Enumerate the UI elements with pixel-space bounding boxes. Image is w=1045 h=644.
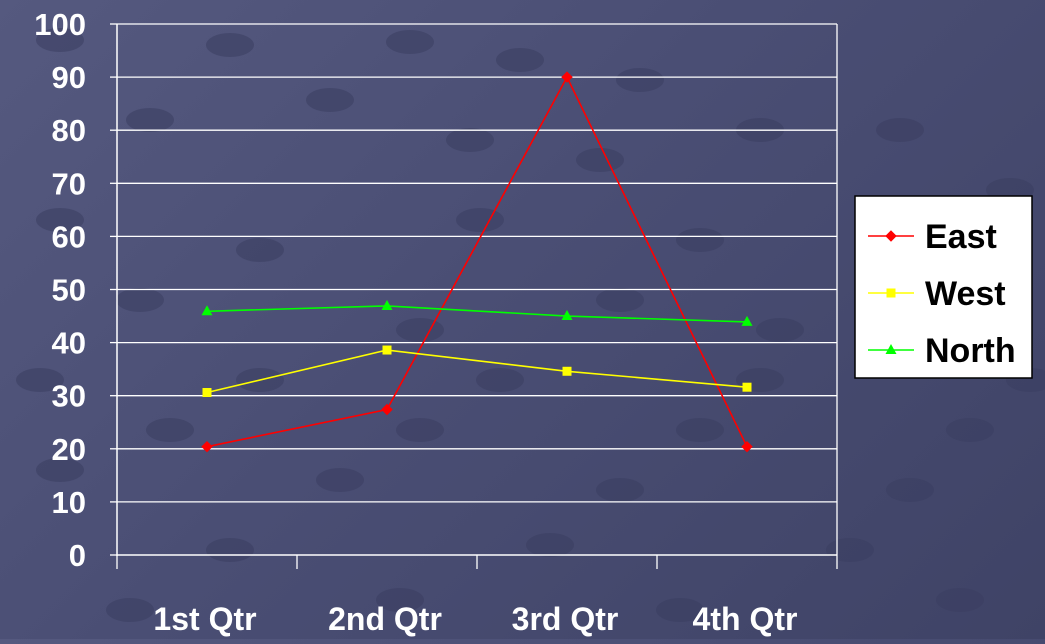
y-tick-label: 50	[52, 273, 86, 308]
x-tick-label: 1st Qtr	[153, 601, 256, 637]
decor-disc	[596, 288, 644, 312]
decor-disc	[36, 208, 84, 232]
decor-disc	[106, 598, 154, 622]
data-point-east	[561, 71, 573, 83]
y-tick-label: 30	[52, 379, 86, 414]
legend-label: West	[925, 275, 1006, 313]
data-point-north	[741, 315, 753, 326]
series-north	[201, 299, 753, 326]
data-point-west	[202, 388, 212, 398]
decor-disc	[826, 538, 874, 562]
decor-disc	[876, 118, 924, 142]
decor-disc	[676, 228, 724, 252]
decor-disc	[396, 318, 444, 342]
background-decoration	[16, 28, 1045, 622]
series-west	[202, 345, 752, 398]
x-tick-labels: 1st Qtr 2nd Qtr 3rd Qtr 4th Qtr	[153, 601, 797, 637]
decor-disc	[16, 368, 64, 392]
decor-disc	[376, 588, 424, 612]
decor-disc	[36, 28, 84, 52]
legend-item-north: North	[868, 332, 1016, 370]
y-tick-label: 0	[69, 538, 86, 573]
series-line-west	[206, 349, 748, 394]
x-tick-label: 3rd Qtr	[512, 601, 619, 637]
data-point-east	[381, 403, 393, 416]
legend-label: East	[925, 218, 997, 256]
y-tick-label: 70	[52, 166, 86, 201]
legend-label: North	[925, 332, 1016, 370]
decor-disc	[886, 478, 934, 502]
legend-swatch-marker	[885, 230, 897, 242]
axes	[110, 23, 838, 569]
decor-disc	[496, 48, 544, 72]
legend-item-east: East	[868, 218, 997, 256]
decor-disc	[316, 468, 364, 492]
decor-disc	[616, 68, 664, 92]
decor-disc	[116, 288, 164, 312]
y-tick-label: 60	[52, 219, 86, 254]
decor-disc	[206, 538, 254, 562]
series-east	[201, 71, 753, 453]
data-point-east	[201, 440, 213, 453]
x-tick-label: 2nd Qtr	[328, 601, 442, 637]
y-tick-labels: 0 10 20 30 40 50 60 70 80 90 100	[34, 7, 86, 573]
decor-disc	[656, 598, 704, 622]
legend-item-west: West	[868, 275, 1006, 313]
decor-disc	[146, 418, 194, 442]
gridlines	[117, 23, 838, 555]
decor-disc	[206, 33, 254, 57]
decor-disc	[676, 418, 724, 442]
y-tick-label: 10	[52, 485, 86, 520]
legend: East West North	[854, 195, 1033, 379]
decor-disc	[476, 368, 524, 392]
decor-disc	[456, 208, 504, 232]
data-point-east	[741, 440, 753, 453]
y-tick-label: 20	[52, 432, 86, 467]
decor-disc	[936, 588, 984, 612]
data-point-west	[382, 345, 392, 355]
data-point-west	[742, 382, 752, 392]
data-point-north	[381, 299, 393, 310]
series-line-north	[206, 305, 748, 323]
decor-disc	[236, 238, 284, 262]
decor-disc	[946, 418, 994, 442]
legend-box	[854, 195, 1033, 379]
data-point-west	[562, 366, 572, 376]
decor-disc	[36, 458, 84, 482]
x-tick-label: 4th Qtr	[693, 601, 798, 637]
y-tick-label: 80	[52, 113, 86, 148]
decor-disc	[306, 88, 354, 112]
legend-swatch-marker	[885, 344, 897, 354]
y-tick-label: 100	[34, 7, 86, 42]
legend-swatch-marker	[886, 288, 896, 298]
decor-disc	[396, 418, 444, 442]
decor-disc	[446, 128, 494, 152]
decor-disc	[386, 30, 434, 54]
decor-disc	[576, 148, 624, 172]
y-tick-label: 40	[52, 326, 86, 361]
y-tick-label: 90	[52, 60, 86, 95]
data-point-north	[201, 305, 213, 316]
series-line-east	[206, 75, 748, 448]
decor-disc	[756, 318, 804, 342]
series-group	[201, 71, 753, 453]
data-point-north	[561, 310, 573, 321]
decor-disc	[526, 533, 574, 557]
decor-disc	[596, 478, 644, 502]
decor-disc	[126, 108, 174, 132]
